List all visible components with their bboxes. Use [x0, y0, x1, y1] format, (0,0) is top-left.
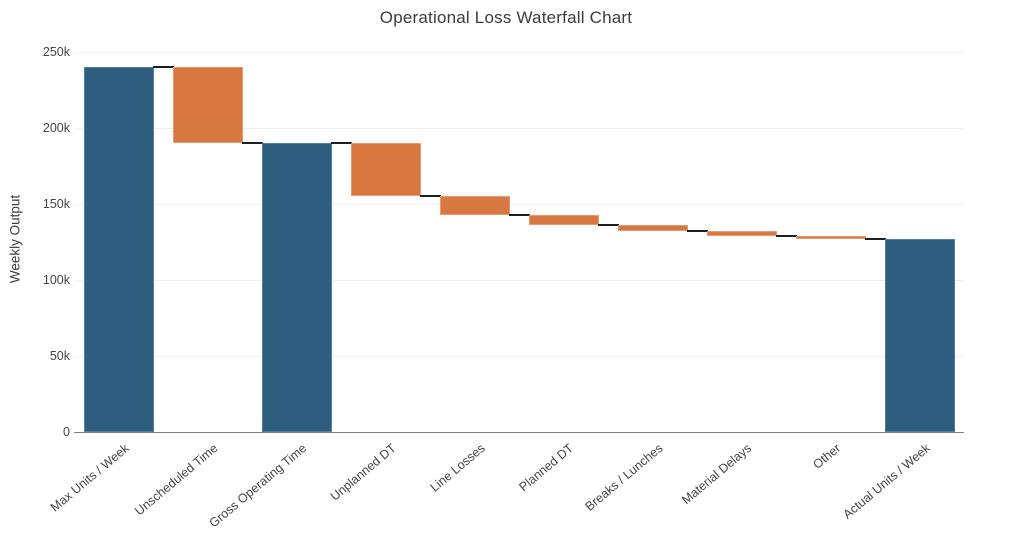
connector-max-units-week [152, 66, 174, 69]
x-tick-label-unscheduled-time: Unscheduled Time [132, 441, 221, 519]
connector-line-losses [508, 213, 530, 216]
gridline-200k [74, 127, 964, 129]
x-tick-label-planned-dt: Planned DT [516, 441, 577, 495]
y-tick-label-0: 0 [63, 425, 70, 439]
x-tick-label-other: Other [810, 441, 844, 472]
x-tick-label-material-delays: Material Delays [679, 441, 755, 508]
y-axis-title: Weekly Output [7, 194, 23, 284]
bar-breaks-lunches[interactable] [617, 225, 688, 232]
connector-other [864, 237, 886, 240]
y-tick-label-50k: 50k [49, 349, 70, 363]
y-tick-label-250k: 250k [42, 45, 70, 59]
bar-other[interactable] [795, 235, 866, 239]
connector-gross-operating-time [330, 142, 352, 145]
bar-material-delays[interactable] [706, 231, 777, 236]
connector-unscheduled-time [241, 142, 263, 145]
connector-unplanned-dt [419, 195, 441, 198]
gridline-150k [74, 203, 964, 205]
gridline-50k [74, 355, 964, 357]
y-tick-label-200k: 200k [42, 121, 70, 135]
connector-breaks-lunches [686, 230, 708, 233]
bar-max-units-week[interactable] [83, 67, 154, 432]
connector-material-delays [775, 234, 797, 237]
y-tick-label-100k: 100k [42, 273, 70, 287]
y-tick-label-150k: 150k [42, 197, 70, 211]
bar-line-losses[interactable] [439, 196, 510, 215]
x-tick-label-max-units-week: Max Units / Week [47, 441, 132, 515]
gridline-250k [74, 51, 964, 53]
x-axis-line [74, 431, 964, 433]
x-tick-label-gross-operating-time: Gross Operating Time [206, 441, 310, 531]
bar-actual-units-week[interactable] [884, 238, 955, 432]
gridline-100k [74, 279, 964, 281]
x-tick-label-breaks-lunches: Breaks / Lunches [582, 441, 666, 514]
connector-planned-dt [597, 224, 619, 227]
chart-title: Operational Loss Waterfall Chart [379, 8, 633, 27]
x-tick-label-actual-units-week: Actual Units / Week [840, 441, 933, 522]
bar-planned-dt[interactable] [528, 214, 599, 226]
bar-unscheduled-time[interactable] [172, 67, 243, 144]
bar-unplanned-dt[interactable] [350, 143, 421, 197]
x-tick-label-unplanned-dt: Unplanned DT [327, 441, 399, 504]
bar-gross-operating-time[interactable] [261, 143, 332, 432]
x-tick-label-line-losses: Line Losses [427, 441, 488, 495]
